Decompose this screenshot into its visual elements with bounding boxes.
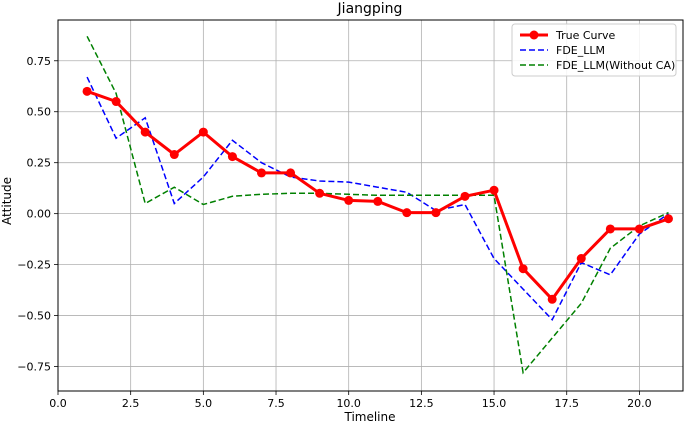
x-tick-label: 17.5	[554, 397, 579, 410]
data-point	[431, 208, 441, 218]
x-tick-label: 7.5	[267, 397, 285, 410]
y-tick-label: −0.25	[17, 259, 51, 272]
x-tick-label: 0.0	[49, 397, 67, 410]
data-point	[169, 150, 179, 160]
series-layer	[82, 35, 673, 375]
y-tick-label: 0.50	[27, 106, 52, 119]
data-point	[198, 127, 208, 137]
data-point	[634, 224, 644, 234]
data-point	[547, 294, 557, 304]
data-point	[140, 127, 150, 137]
series-line-true-curve	[86, 89, 669, 301]
legend-label: True Curve	[555, 29, 616, 42]
x-axis-label: Timeline	[343, 410, 395, 423]
data-point	[489, 185, 499, 195]
series-line-fde-llm	[86, 76, 669, 321]
x-tick-label: 5.0	[195, 397, 213, 410]
data-point	[344, 195, 354, 205]
plot-frame	[57, 19, 684, 392]
y-tick-label: 0.00	[27, 208, 52, 221]
legend-label: FDE_LLM	[556, 44, 605, 57]
y-tick-label: −0.50	[17, 310, 51, 323]
legend-box	[511, 23, 677, 77]
ticks: 0.0 2.5 5.0 7.5 10.0 12.5 15.0 17.5 20.0 −0.75 −0.…	[17, 55, 651, 410]
chart-title: Jiangping	[337, 1, 403, 17]
x-tick-label: 15.0	[482, 397, 507, 410]
data-point	[605, 224, 615, 234]
data-point	[460, 191, 470, 201]
y-tick-label: 0.75	[27, 55, 52, 68]
y-tick-label: −0.75	[17, 361, 51, 374]
legend-label: FDE_LLM(Without CA)	[556, 59, 675, 72]
grid	[57, 20, 683, 391]
data-point	[663, 214, 673, 224]
data-point	[576, 254, 586, 263]
y-axis-label: Attitude	[0, 177, 14, 225]
y-tick-label: 0.25	[27, 157, 52, 170]
x-tick-label: 20.0	[627, 397, 652, 410]
series-line-fde-llm-without-ca	[86, 35, 669, 375]
legend-marker	[529, 30, 539, 40]
data-point	[373, 196, 383, 206]
x-tick-label: 2.5	[122, 397, 140, 410]
data-point	[518, 264, 528, 274]
x-tick-label: 12.5	[409, 397, 434, 410]
data-point	[111, 97, 121, 107]
data-point	[315, 188, 325, 198]
data-point	[227, 152, 237, 162]
legend: True Curve FDE_LLM FDE_LLM(Without CA)	[511, 23, 677, 77]
data-point	[402, 208, 412, 218]
data-point	[82, 86, 92, 96]
x-tick-label: 10.0	[336, 397, 361, 410]
data-point	[286, 168, 296, 178]
data-point	[256, 168, 266, 178]
